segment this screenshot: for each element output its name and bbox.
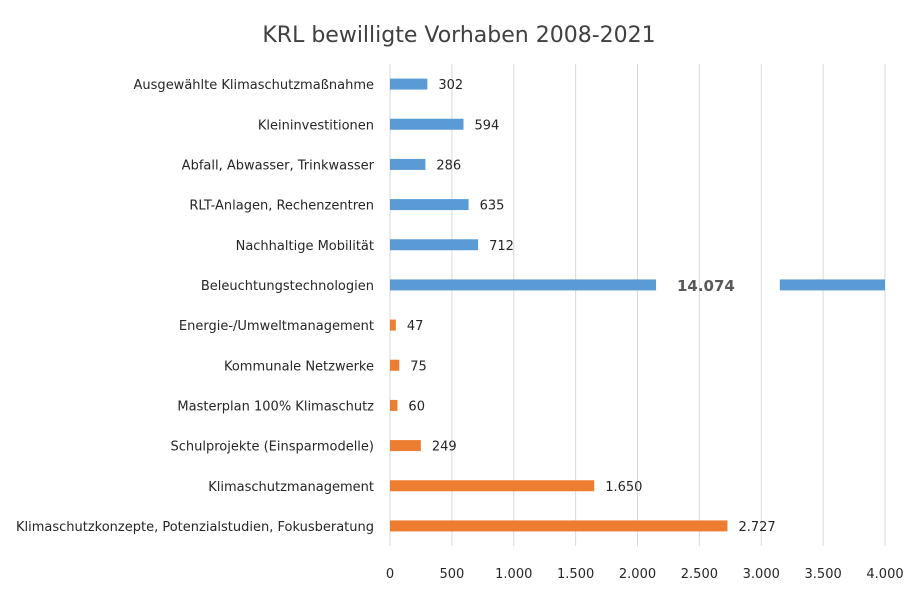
data-label: 286: [436, 158, 461, 173]
category-label: Nachhaltige Mobilität: [236, 239, 374, 254]
x-tick-label: 4.000: [866, 567, 903, 582]
bar: [390, 239, 479, 251]
chart-title: KRL bewilligte Vorhaben 2008-2021: [262, 23, 655, 48]
bar: [390, 279, 657, 291]
data-label: 75: [410, 359, 427, 374]
data-label: 249: [432, 440, 457, 455]
bars: [390, 78, 885, 532]
data-label: 712: [489, 239, 514, 254]
category-label: Schulprojekte (Einsparmodelle): [170, 440, 374, 455]
data-label: 2.727: [738, 520, 775, 535]
bar: [390, 440, 421, 452]
data-label: 60: [408, 399, 425, 414]
x-tick-label: 1.500: [557, 567, 594, 582]
bar: [390, 78, 428, 90]
category-label: Klimaschutzmanagement: [208, 480, 374, 495]
category-label: Energie-/Umweltmanagement: [179, 319, 374, 334]
bar: [390, 118, 464, 130]
x-tick-label: 3.500: [805, 567, 842, 582]
bar: [390, 158, 426, 170]
bar: [390, 520, 728, 532]
category-label: Klimaschutzkonzepte, Potenzialstudien, F…: [16, 520, 374, 535]
x-tick-label: 2.000: [619, 567, 656, 582]
x-tick-label: 1.000: [495, 567, 532, 582]
bar: [390, 199, 469, 211]
bar: [390, 480, 595, 492]
data-label: 47: [407, 319, 424, 334]
category-labels: Ausgewählte Klimaschutzmaßnahme Kleininve…: [16, 78, 375, 535]
bar: [390, 319, 396, 331]
x-axis-tick-labels: 0 500 1.000 1.500 2.000 2.500 3.000 3.500 4.000: [386, 567, 904, 582]
category-label: Kleininvestitionen: [258, 118, 374, 133]
data-label: 302: [438, 78, 463, 93]
category-label: RLT-Anlagen, Rechenzentren: [189, 199, 374, 214]
x-tick-label: 0: [386, 567, 394, 582]
x-tick-label: 500: [439, 567, 464, 582]
gridlines: [389, 64, 886, 546]
bar-continuation: [779, 279, 885, 291]
category-label: Kommunale Netzwerke: [224, 359, 374, 374]
x-tick-label: 2.500: [681, 567, 718, 582]
data-label: 635: [480, 199, 505, 214]
data-label: 594: [475, 118, 500, 133]
bar: [390, 399, 398, 411]
category-label: Abfall, Abwasser, Trinkwasser: [182, 158, 375, 173]
category-label: Beleuchtungstechnologien: [201, 279, 374, 294]
x-tick-label: 3.000: [743, 567, 780, 582]
data-labels: 302 594 286 635 712 14.074 47 75 60 249 1.650 2.727: [407, 78, 776, 535]
bar: [390, 359, 400, 371]
category-label: Ausgewählte Klimaschutzmaßnahme: [134, 78, 374, 93]
data-label: 1.650: [605, 480, 642, 495]
data-label: 14.074: [677, 277, 735, 295]
category-label: Masterplan 100% Klimaschutz: [177, 399, 374, 414]
